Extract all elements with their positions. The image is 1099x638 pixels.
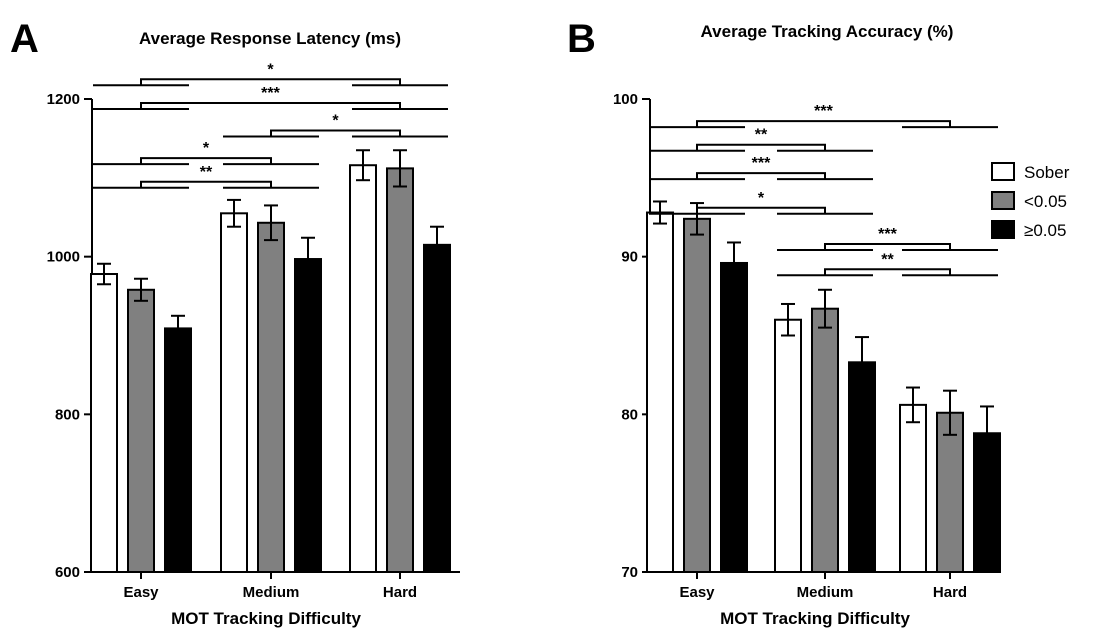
panel-b-y-tick-label: 90 [621,249,638,266]
panel-b-y-tick-label: 80 [621,406,638,423]
panel-b-x-tick-label: Medium [797,584,854,601]
panel-b-significance-label: *** [752,155,771,172]
panel-b-bar [774,318,802,573]
panel-a-significance-label: * [203,140,210,157]
panel-a-bar [257,221,285,573]
panel-b-letter: B [567,17,596,61]
legend-label: Sober [1024,163,1070,182]
panel-b-bar [936,411,964,573]
panel-a-x-tick-label: Medium [243,584,300,601]
panel-b-significance-label: *** [878,226,897,243]
panel-b-bar [683,217,711,573]
legend-label: <0.05 [1024,192,1067,211]
panel-a-significance-label: * [332,113,339,130]
panel-a-y-tick-label: 600 [55,564,80,581]
panel-a-significance-bracket [93,157,319,166]
panel-a-letter: A [10,17,39,61]
panel-b-bar [646,211,674,574]
panel-b-y-tick-label: 100 [613,91,638,108]
panel-a-bar [423,243,451,573]
panel-a-x-tick-label: Hard [383,584,417,601]
panel-b-significance-label: *** [814,103,833,120]
panel-a-bar [294,258,322,573]
panel-b-significance-label: * [758,190,765,207]
panel-a-title: Average Response Latency (ms) [139,29,401,48]
panel-a-y-tick-label: 800 [55,406,80,423]
legend-label: ≥0.05 [1024,221,1066,240]
panel-a-y-tick-label: 1200 [47,91,80,108]
panel-a-significance-label: * [267,61,274,78]
legend-swatch [991,191,1015,210]
panel-a-bar [90,273,118,573]
panel-b-bar [899,403,927,573]
panel-a-bar [386,167,414,574]
panel-a-significance-label: *** [261,85,280,102]
panel-a-significance-label: ** [200,164,213,181]
panel-a-bar [127,288,155,573]
panel-b-significance-bracket [649,206,873,215]
panel-a-bar [164,327,192,573]
panel-a-significance-bracket [223,129,448,138]
panel-a-x-axis-label: MOT Tracking Difficulty [171,609,361,628]
panel-b-significance-bracket [649,172,873,181]
panel-b-significance-bracket [649,143,873,152]
panel-b-x-tick-label: Easy [679,584,715,601]
panel-a-bar [220,212,248,574]
panel-a-y-tick-label: 1000 [47,249,80,266]
legend-swatch [991,162,1015,181]
panel-b-x-tick-label: Hard [933,584,967,601]
panel-b-bar [848,361,876,574]
panel-b-significance-bracket [649,120,998,129]
panel-b-significance-label: ** [881,251,894,268]
panel-a-significance-bracket [93,101,448,110]
panel-b-title: Average Tracking Accuracy (%) [701,22,954,41]
panel-b-y-tick-label: 70 [621,564,638,581]
panel-b-x-axis-label: MOT Tracking Difficulty [720,609,910,628]
panel-a-significance-bracket [93,78,448,87]
panel-a-bar [349,164,377,573]
panel-b-significance-bracket [777,243,998,252]
panel-a-significance-bracket [93,180,319,189]
panel-b-bar [720,261,748,573]
panel-b-significance-bracket [777,268,998,277]
legend-swatch [991,220,1015,239]
panel-b-bar [811,307,839,573]
panel-b-significance-label: ** [755,127,768,144]
panel-a-x-tick-label: Easy [123,584,159,601]
